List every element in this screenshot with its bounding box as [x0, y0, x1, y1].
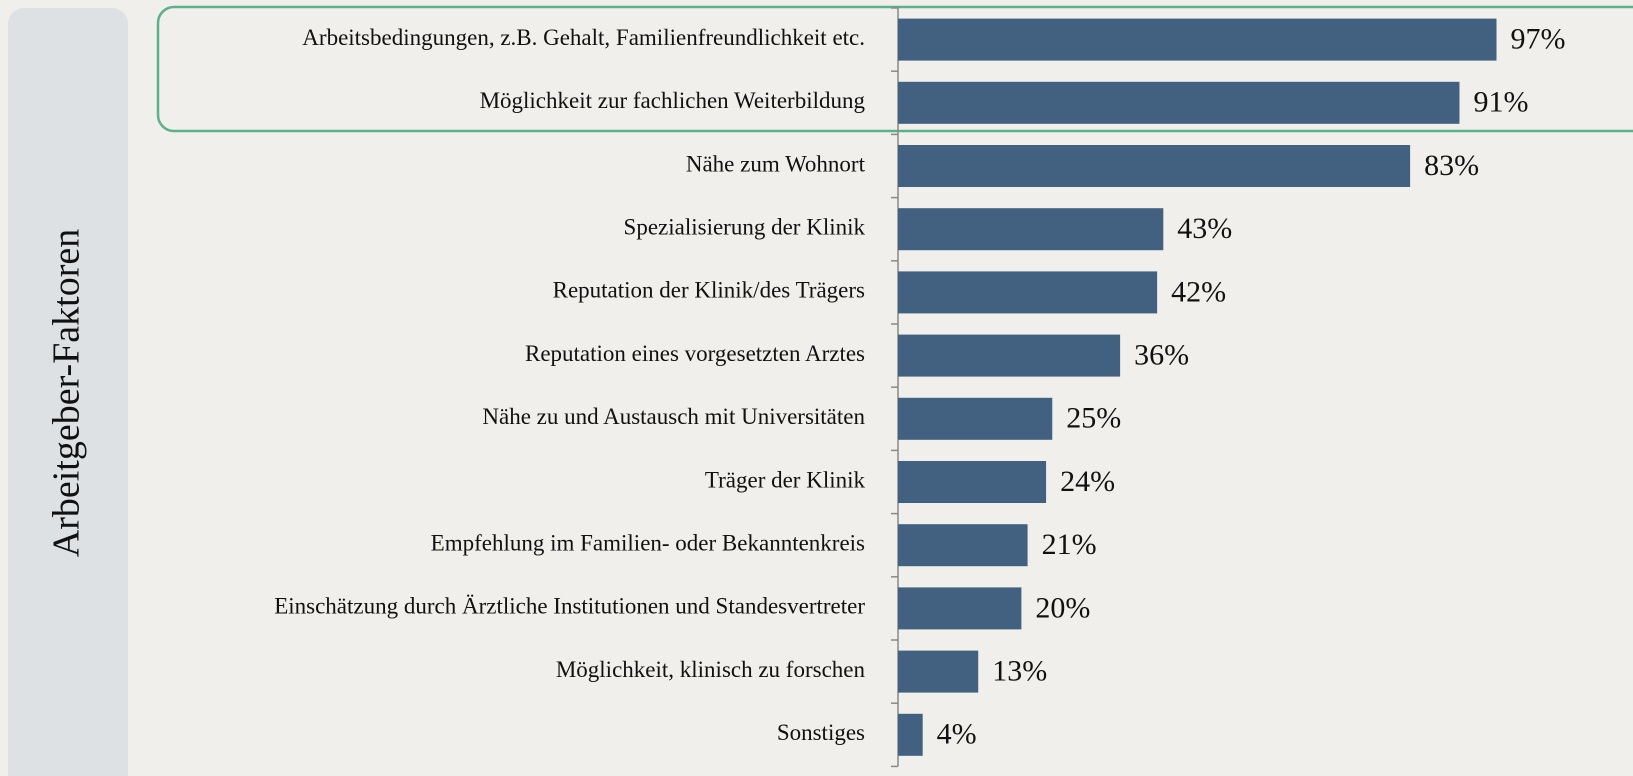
value-label: 36%	[1134, 338, 1189, 371]
bar	[898, 650, 979, 693]
bar	[898, 208, 1164, 251]
bar	[898, 397, 1053, 440]
category-label: Arbeitsbedingungen, z.B. Gehalt, Familie…	[302, 25, 865, 50]
value-label: 4%	[937, 718, 977, 751]
bar	[898, 461, 1047, 503]
bar	[898, 18, 1497, 61]
value-label: 25%	[1066, 402, 1121, 435]
label-panel	[8, 8, 128, 776]
value-label: 24%	[1060, 465, 1115, 498]
bar	[898, 587, 1022, 630]
value-label: 97%	[1510, 22, 1565, 55]
category-label: Reputation eines vorgesetzten Arztes	[525, 341, 865, 366]
value-label: 83%	[1424, 149, 1479, 182]
value-label: 42%	[1171, 275, 1226, 308]
value-label: 13%	[992, 654, 1047, 687]
value-label: 21%	[1042, 528, 1097, 561]
value-label: 43%	[1177, 212, 1232, 245]
value-label: 91%	[1473, 86, 1528, 119]
highlight-box	[156, 5, 1633, 133]
category-label: Nähe zu und Austausch mit Universitäten	[482, 404, 865, 429]
category-label: Sonstiges	[777, 720, 865, 745]
bar	[898, 81, 1460, 124]
category-label: Möglichkeit, klinisch zu forschen	[556, 657, 866, 682]
category-label: Spezialisierung der Klinik	[624, 214, 866, 239]
category-label: Träger der Klinik	[705, 467, 866, 492]
value-label: 20%	[1035, 591, 1090, 624]
category-label: Empfehlung im Familien- oder Bekanntenkr…	[431, 530, 865, 555]
category-label: Einschätzung durch Ärztliche Institution…	[274, 594, 865, 619]
bar	[898, 524, 1028, 567]
y-axis-label: Arbeitgeber-Faktoren	[46, 229, 88, 557]
bar	[898, 145, 1411, 187]
category-label: Möglichkeit zur fachlichen Weiterbildung	[480, 88, 866, 113]
category-label: Reputation der Klinik/des Trägers	[553, 278, 865, 303]
bar	[898, 271, 1158, 314]
category-label: Nähe zum Wohnort	[686, 151, 866, 176]
bar	[898, 713, 923, 756]
bar	[898, 334, 1121, 377]
